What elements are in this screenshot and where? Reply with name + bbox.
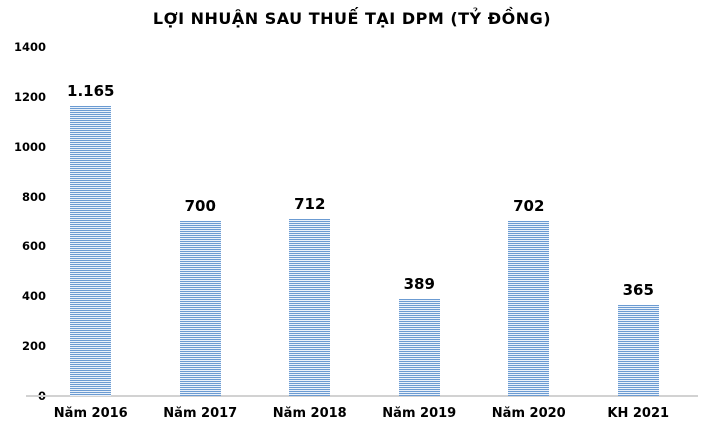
- y-tick-800: 800: [21, 189, 46, 204]
- bar-5: [617, 305, 659, 396]
- bar-3: [398, 299, 440, 396]
- x-label-5: KH 2021: [607, 406, 670, 421]
- bar-0: [70, 106, 112, 396]
- x-axis-line: [26, 395, 698, 397]
- x-label-0: Năm 2016: [53, 406, 128, 421]
- value-label-4: 702: [513, 197, 545, 215]
- value-label-1: 700: [184, 197, 216, 215]
- y-tick-1000: 1000: [13, 139, 46, 154]
- value-label-0: 1.165: [67, 82, 115, 100]
- value-label-3: 389: [403, 275, 435, 293]
- y-tick-200: 200: [21, 339, 46, 354]
- bar-4: [508, 221, 550, 396]
- chart-title: LỢI NHUẬN SAU THUẾ TẠI DPM (TỶ ĐỒNG): [152, 9, 552, 28]
- y-tick-1400: 1400: [13, 40, 46, 54]
- x-label-1: Năm 2017: [163, 406, 238, 421]
- x-label-2: Năm 2018: [272, 406, 347, 421]
- x-label-4: Năm 2020: [491, 406, 566, 421]
- bar-2: [289, 219, 331, 396]
- y-tick-600: 600: [21, 239, 46, 254]
- y-tick-400: 400: [21, 289, 46, 304]
- x-label-3: Năm 2019: [382, 406, 457, 421]
- value-label-5: 365: [622, 281, 654, 299]
- bar-1: [179, 221, 221, 396]
- y-tick-1200: 1200: [13, 89, 46, 104]
- value-label-2: 712: [294, 195, 326, 213]
